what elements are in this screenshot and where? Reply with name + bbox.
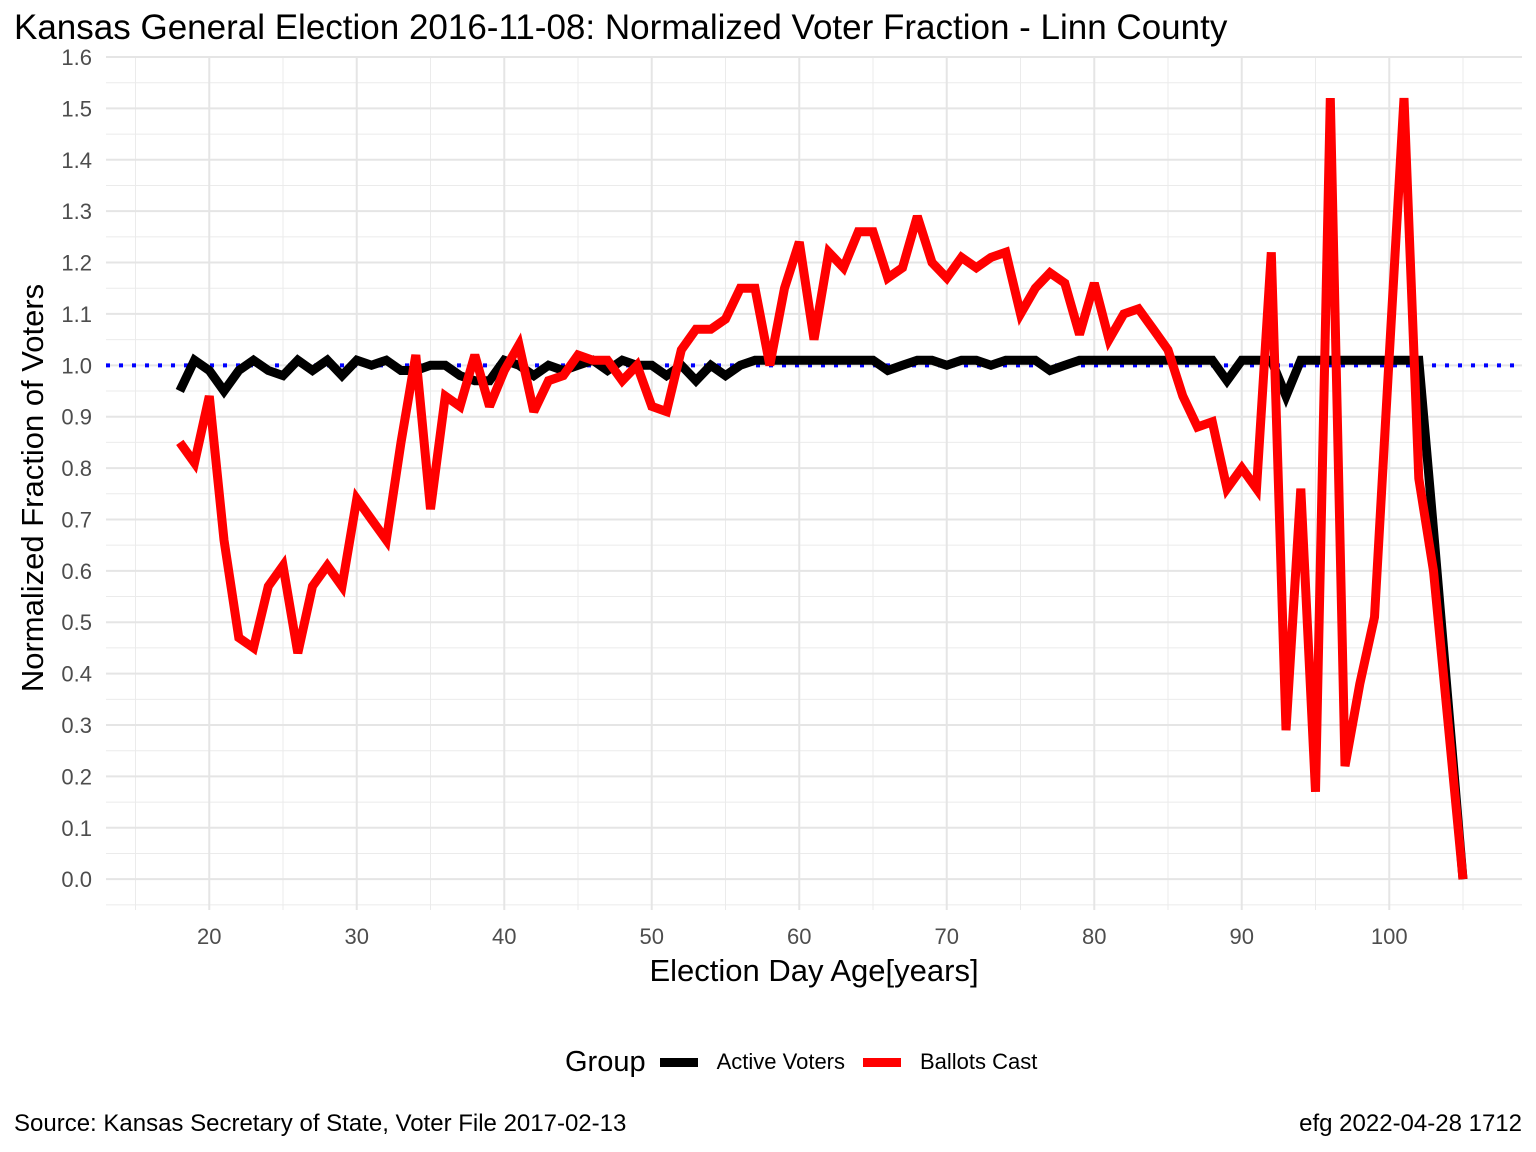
legend-label-ballots-cast: Ballots Cast [920, 1049, 1038, 1074]
legend: Group Active Voters Ballots Cast [565, 1042, 1055, 1082]
y-tick-label: 0.0 [61, 867, 92, 892]
legend-title: Group [565, 1045, 646, 1078]
y-tick-label: 1.5 [61, 96, 92, 121]
y-tick-label: 0.5 [61, 610, 92, 635]
x-tick-label: 30 [345, 924, 369, 949]
x-tick-label: 60 [787, 924, 811, 949]
x-tick-labels: 20 30 40 50 60 70 80 90 100 [197, 924, 1408, 949]
y-tick-label: 1.6 [61, 45, 92, 70]
major-gridlines [106, 56, 1522, 910]
y-tick-label: 0.9 [61, 405, 92, 430]
y-tick-label: 0.8 [61, 456, 92, 481]
x-tick-label: 90 [1230, 924, 1254, 949]
y-tick-label: 1.2 [61, 251, 92, 276]
legend-item-ballots-cast: Ballots Cast [863, 1049, 1037, 1075]
x-tick-label: 100 [1371, 924, 1408, 949]
y-tick-label: 0.3 [61, 713, 92, 738]
x-tick-label: 20 [197, 924, 221, 949]
author-caption: efg 2022-04-28 1712 [1299, 1110, 1522, 1137]
legend-label-active-voters: Active Voters [716, 1049, 845, 1074]
y-tick-label: 0.2 [61, 764, 92, 789]
x-tick-label: 70 [935, 924, 959, 949]
y-tick-label: 1.1 [61, 302, 92, 327]
x-axis-label: Election Day Age[years] [649, 953, 979, 988]
y-tick-label: 0.1 [61, 816, 92, 841]
y-axis-label: Normalized Fraction of Voters [15, 283, 50, 693]
x-tick-label: 40 [492, 924, 516, 949]
y-tick-label: 0.7 [61, 507, 92, 532]
source-caption: Source: Kansas Secretary of State, Voter… [14, 1110, 627, 1137]
y-tick-label: 0.6 [61, 559, 92, 584]
y-tick-label: 0.4 [61, 662, 92, 687]
series-line-ballots-cast [176, 97, 1468, 880]
series-line-active-voters [175, 353, 1468, 880]
y-tick-label: 1.0 [61, 353, 92, 378]
x-tick-label: 50 [640, 924, 664, 949]
x-tick-label: 80 [1082, 924, 1106, 949]
legend-item-active-voters: Active Voters [659, 1049, 845, 1075]
series-layer [175, 97, 1468, 880]
minor-gridlines [106, 57, 1522, 910]
chart-title: Kansas General Election 2016-11-08: Norm… [14, 8, 1228, 47]
legend-key-active-voters [659, 1057, 698, 1067]
y-tick-label: 1.3 [61, 199, 92, 224]
legend-key-ballots-cast [863, 1057, 901, 1067]
y-tick-label: 1.4 [61, 148, 92, 173]
y-tick-labels: 0.0 0.1 0.2 0.3 0.4 0.5 0.6 0.7 0.8 0.9 1.0 1.1 1.2 1… [61, 45, 92, 892]
